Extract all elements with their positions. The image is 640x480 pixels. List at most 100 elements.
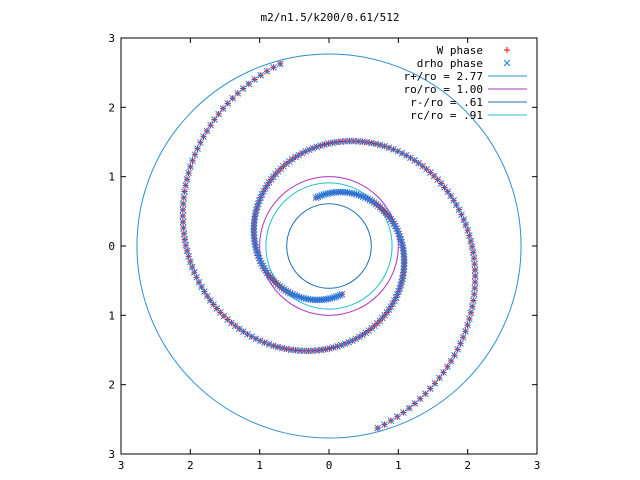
data-point-cross [234, 89, 242, 97]
x-tick-label: 0 [326, 459, 333, 472]
data-point-cross [206, 297, 214, 304]
y-tick-label: 1 [108, 171, 115, 184]
data-point-cross [317, 142, 324, 149]
data-point-cross [298, 294, 305, 302]
data-point-cross [190, 268, 198, 276]
reference-circle [286, 203, 372, 289]
data-point-cross [466, 315, 473, 323]
data-point-cross [288, 155, 296, 163]
data-point-cross [257, 71, 265, 79]
data-point-cross [292, 153, 299, 161]
data-point-cross [462, 221, 470, 229]
data-point-cross [471, 278, 479, 286]
data-point-cross [179, 206, 187, 214]
data-point-cross [270, 342, 277, 350]
data-point-cross [191, 151, 199, 159]
data-point-cross [387, 417, 395, 425]
data-point-cross [348, 337, 356, 344]
data-point-cross [325, 140, 332, 147]
x-tick-label: 2 [187, 459, 194, 472]
data-point-cross [295, 151, 303, 159]
y-tick-label: 0 [108, 240, 115, 253]
legend-marker-plus [504, 47, 510, 53]
data-point-cross [422, 390, 429, 398]
data-point-cross [256, 337, 264, 345]
data-point-cross [385, 144, 393, 152]
data-point-cross [245, 80, 253, 88]
data-point-cross [332, 293, 340, 301]
data-point-cross [231, 322, 239, 330]
data-point-cross [224, 100, 232, 107]
data-point-cross [265, 340, 273, 348]
data-point-cross [460, 216, 468, 224]
data-point-cross [385, 306, 393, 313]
data-point-cross [207, 121, 214, 129]
data-point-cross [415, 159, 423, 167]
legend-label: ro/ro = 1.00 [404, 83, 483, 96]
data-point-cross [180, 230, 188, 238]
data-point-cross [451, 351, 458, 359]
y-tick-label: 2 [108, 101, 115, 114]
x-tick-label: 1 [395, 459, 402, 472]
data-point-cross [263, 181, 271, 189]
data-point-cross [322, 190, 330, 198]
data-point-cross [248, 333, 256, 340]
data-point-cross [381, 142, 388, 150]
data-point-cross [359, 193, 367, 201]
data-point-cross [471, 266, 479, 274]
data-point-cross [261, 184, 269, 192]
data-point-cross [355, 191, 363, 199]
data-series [179, 60, 479, 432]
data-point-cross [274, 343, 282, 351]
data-point-cross [316, 192, 324, 200]
data-point-cross [419, 162, 427, 170]
data-point-cross [293, 292, 301, 300]
data-point-cross [444, 363, 451, 371]
y-tick-label: 2 [108, 379, 115, 392]
data-point-cross [468, 303, 476, 310]
data-point-cross [470, 297, 477, 304]
legend-label: W phase [437, 44, 483, 57]
chart-title: m2/n1.5/k200/0.61/512 [260, 11, 399, 24]
data-point-cross [381, 421, 388, 428]
data-point-cross [265, 179, 273, 186]
data-point-cross [389, 300, 397, 308]
data-point-cross [362, 194, 369, 202]
data-point-cross [362, 329, 370, 337]
data-point-cross [466, 232, 473, 239]
data-point-cross [455, 206, 463, 214]
data-point-cross [314, 193, 322, 201]
data-point-cross [239, 85, 247, 92]
legend-label: r-/ro = .61 [410, 96, 483, 109]
data-point-cross [338, 290, 346, 298]
data-point-cross [359, 331, 366, 339]
data-point-cross [318, 191, 326, 199]
data-point-cross [200, 288, 208, 295]
data-point-cross [334, 343, 341, 350]
legend-label: drho phase [417, 57, 483, 70]
data-point-cross [197, 139, 204, 147]
data-point-cross [471, 260, 478, 268]
data-point-cross [352, 335, 360, 343]
data-point-cross [195, 278, 203, 286]
x-tick-label: 1 [256, 459, 263, 472]
data-point-cross [365, 327, 373, 334]
data-point-cross [471, 284, 479, 292]
data-point-cross [313, 143, 321, 151]
data-point-cross [355, 333, 363, 341]
data-point-cross [457, 339, 464, 347]
x-tick-label: 3 [118, 459, 125, 472]
data-point-cross [263, 67, 271, 75]
data-point-cross [188, 263, 196, 271]
data-point-cross [411, 400, 419, 407]
data-point-cross [440, 369, 447, 376]
data-point-cross [320, 191, 328, 199]
data-point-cross [309, 144, 317, 152]
data-point-cross [179, 218, 187, 226]
data-point-cross [200, 133, 207, 141]
data-point-cross [250, 228, 258, 236]
data-point-cross [295, 293, 303, 301]
data-point-cross [235, 325, 243, 333]
data-point-cross [394, 147, 402, 155]
